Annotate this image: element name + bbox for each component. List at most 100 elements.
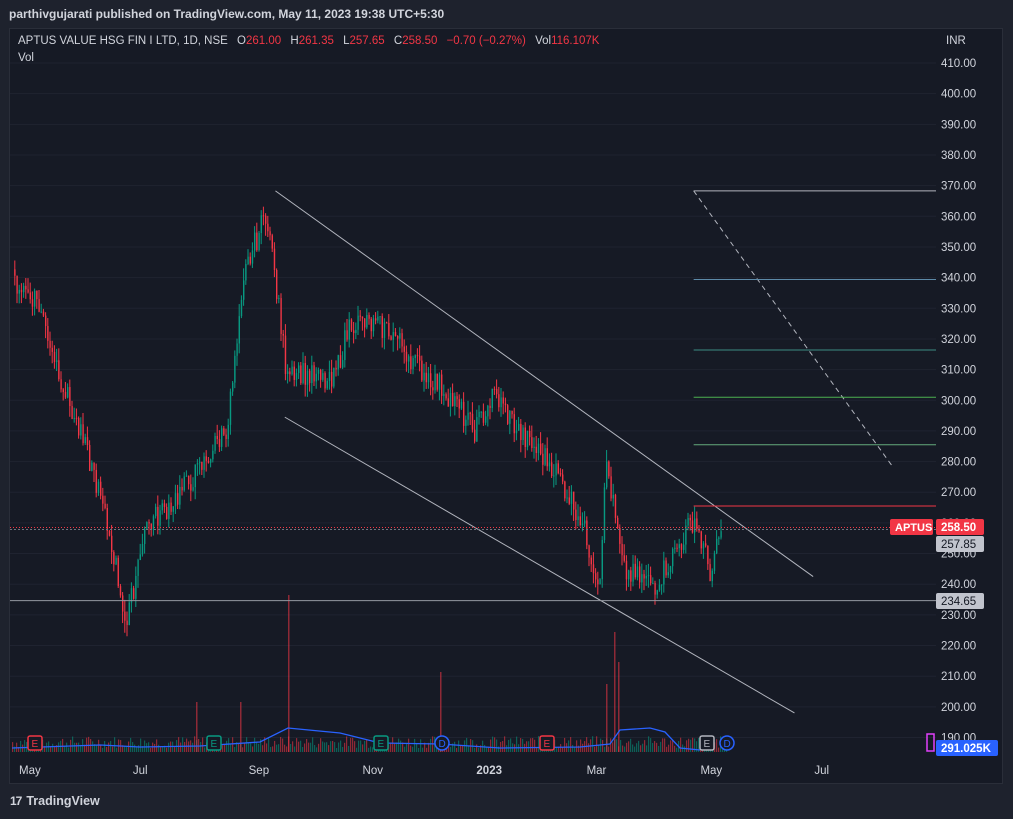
volume-bar (440, 672, 442, 752)
candle-body (289, 371, 291, 375)
candle-body (509, 410, 511, 424)
candle-body (150, 523, 152, 530)
chart-pane[interactable] (9, 28, 1003, 784)
volume-bar (404, 746, 406, 752)
candle-body (38, 299, 40, 312)
candle-body (262, 215, 265, 217)
earnings-marker-icon[interactable] (27, 735, 43, 751)
volume-bar (400, 740, 402, 752)
candle-body (271, 235, 273, 249)
candle-body (207, 460, 210, 463)
volume-bar (244, 742, 246, 752)
candle-body (656, 590, 658, 595)
last-price-label[interactable] (936, 519, 984, 535)
volume-bar (488, 747, 490, 752)
currency-label[interactable]: INR (946, 35, 966, 47)
volume-bar (344, 742, 346, 752)
volume-bar (580, 739, 582, 752)
publisher-bar: parthivgujarati published on TradingView… (0, 0, 1013, 28)
volume-bar (66, 742, 68, 752)
candle-body (639, 566, 641, 583)
level-label-257[interactable] (936, 536, 984, 552)
candle-body (291, 366, 293, 375)
price-axis-tick: 350.00 (941, 242, 976, 254)
trendline-lower[interactable] (284, 416, 795, 714)
volume-bar (638, 740, 640, 752)
candle-body (78, 418, 80, 436)
candle-body (392, 332, 394, 340)
candle-body (661, 584, 663, 586)
dividend-marker-icon[interactable] (719, 735, 735, 751)
volume-bar (222, 745, 224, 752)
candle-body (128, 602, 130, 625)
volume-axis-label[interactable] (936, 740, 998, 756)
earnings-marker-icon[interactable] (699, 735, 715, 751)
candle-body (159, 510, 161, 526)
volume-bar (250, 743, 252, 752)
candle-body (683, 544, 685, 550)
earnings-marker-icon[interactable] (539, 735, 555, 751)
projection-line[interactable] (693, 190, 894, 469)
candle-body (166, 506, 168, 519)
candle-body (148, 522, 150, 524)
volume-bar (88, 736, 90, 752)
candle-body (179, 486, 181, 505)
candle-body (557, 463, 559, 474)
volume-bar (332, 740, 334, 752)
volume-bar (640, 745, 642, 752)
candle-body (23, 285, 25, 293)
candle-body (575, 509, 577, 521)
tradingview-logo[interactable]: 17 TradingView (10, 794, 100, 808)
volume-bar (100, 744, 102, 752)
price-axis-tick: 230.00 (941, 610, 976, 622)
volume-bar (654, 741, 656, 752)
candle-body (130, 588, 133, 603)
candle-body (300, 365, 302, 384)
candle-body (137, 560, 139, 576)
volume-bar (298, 741, 300, 752)
candle-body (608, 461, 610, 477)
volume-bar (608, 746, 610, 752)
candle-body (641, 574, 643, 583)
candle-body (366, 314, 368, 328)
volume-bar (346, 736, 348, 752)
candle-body (113, 552, 115, 565)
volume-bar (474, 747, 476, 752)
candle-body (350, 319, 353, 331)
volume-bar (372, 747, 374, 752)
dividend-marker-icon[interactable] (434, 735, 450, 751)
volume-bar (304, 743, 306, 752)
candle-body (335, 367, 337, 370)
candle-body (133, 588, 135, 599)
candle-body (581, 523, 584, 526)
volume-bar (260, 739, 262, 752)
volume-bar (646, 745, 648, 752)
candle-body (634, 563, 636, 578)
candle-body (414, 355, 416, 359)
price-axis-tick: 380.00 (941, 150, 976, 162)
candle-body (698, 528, 700, 532)
earnings-marker-icon[interactable] (206, 735, 222, 751)
candle-body (353, 330, 355, 334)
volume-pane-label[interactable]: Vol (18, 52, 34, 64)
candle-body (304, 363, 306, 385)
symbol-title[interactable]: APTUS VALUE HSG FIN I LTD, 1D, NSE (18, 35, 228, 47)
candle-body (306, 370, 309, 385)
candle-body (372, 318, 375, 332)
level-label-234[interactable] (936, 593, 984, 609)
vol-value: 116.107K (551, 35, 600, 47)
earnings-marker-icon[interactable] (373, 735, 389, 751)
trendline-upper[interactable] (275, 190, 814, 577)
volume-bar (92, 741, 94, 752)
candle-body (454, 396, 456, 407)
volume-bar (454, 741, 456, 752)
volume-bar (478, 747, 480, 752)
candle-body (357, 315, 359, 330)
candle-body (636, 566, 639, 578)
candle-body (157, 506, 159, 526)
symbol-tag[interactable] (890, 519, 933, 535)
volume-bar (162, 747, 164, 752)
volume-bar (530, 738, 532, 752)
candle-body (25, 285, 27, 290)
